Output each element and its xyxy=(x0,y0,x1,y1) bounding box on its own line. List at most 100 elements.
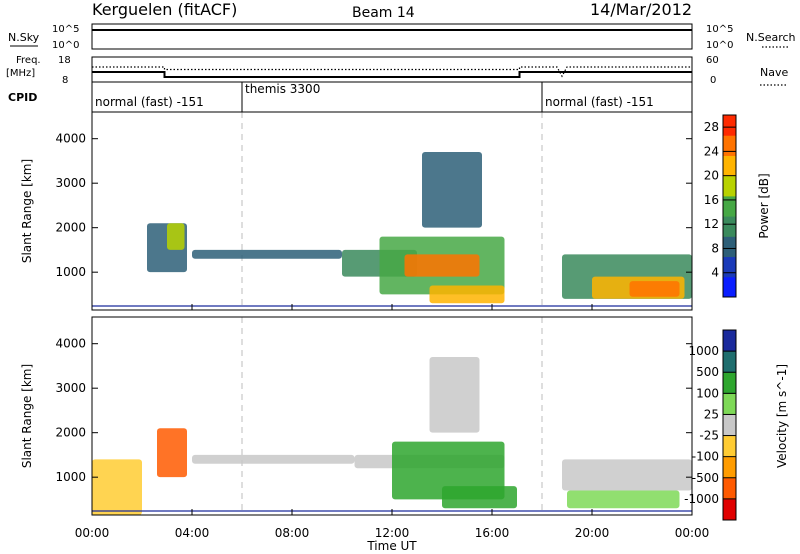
power-colorbar-tick-label: 12 xyxy=(704,217,719,231)
power-colorbar-tick-label: 16 xyxy=(704,193,719,207)
velocity-region-9 xyxy=(567,490,680,509)
nsky-tick-bottom: 10^0 xyxy=(52,40,79,51)
power-region-11 xyxy=(629,281,680,297)
velocity-colorbar-tick-label: 100 xyxy=(696,386,719,400)
velocity-colorbar-band xyxy=(723,435,736,458)
velocity-colorbar-band xyxy=(723,351,736,373)
power-colorbar-tick-label: 24 xyxy=(704,144,719,158)
power-ytick-label: 2000 xyxy=(55,221,86,235)
cpid-segment-1: normal (fast) -151 xyxy=(95,95,204,109)
power-colorbar-band xyxy=(723,236,736,258)
velocity-colorbar-tick-label: -100 xyxy=(692,450,719,464)
velocity-colorbar: -1000 -500 -100 -25 25 100 500 1000 xyxy=(684,329,737,521)
nsky-tick-top: 10^5 xyxy=(52,24,79,35)
nave-tick-top: 60 xyxy=(706,55,719,66)
power-colorbar-band xyxy=(723,256,736,278)
power-colorbar-band xyxy=(723,135,736,156)
velocity-y-axis: 1000 2000 3000 4000 xyxy=(55,337,692,484)
freq-tick-bottom: 8 xyxy=(62,75,68,86)
velocity-colorbar-tick-label: 500 xyxy=(696,365,719,379)
freq-label: Freq. xyxy=(16,55,41,66)
velocity-region-7 xyxy=(442,486,517,509)
velocity-region-8 xyxy=(562,459,692,491)
cpid-segment-2: themis 3300 xyxy=(245,82,320,96)
nave-line xyxy=(92,66,692,78)
xaxis-label: Time UT xyxy=(366,539,417,553)
power-colorbar-tick-label: 28 xyxy=(704,120,719,134)
power-cbar-label: Power [dB] xyxy=(757,173,771,238)
velocity-colorbar-tick-label: -500 xyxy=(692,471,719,485)
velocity-colorbar-tick-label: -1000 xyxy=(684,492,719,506)
xtick-label: 04:00 xyxy=(175,526,210,540)
xtick-label: 08:00 xyxy=(275,526,310,540)
velocity-colorbar-tick-label: 1000 xyxy=(688,344,719,358)
velocity-ylabel: Slant Range [km] xyxy=(20,364,34,468)
velocity-echo-regions xyxy=(92,317,692,515)
velocity-colorbar-frame xyxy=(722,329,737,521)
velocity-cbar-label: Velocity [m s^-1] xyxy=(775,364,789,468)
velocity-colorbar-band xyxy=(723,372,736,394)
power-region-2 xyxy=(167,223,185,250)
cpid-panel: CPID normal (fast) -151 themis 3300 norm… xyxy=(8,82,693,112)
date-title: 14/Mar/2012 xyxy=(590,0,692,19)
power-colorbar-band xyxy=(723,155,736,177)
velocity-colorbar-band xyxy=(723,456,736,479)
power-region-3 xyxy=(192,249,342,259)
nsky-panel: N.Sky 10^5 10^0 10^5 10^0 N.Search xyxy=(8,23,796,51)
velocity-colorbar-band xyxy=(723,393,736,415)
freq-tick-top: 18 xyxy=(58,55,71,66)
power-colorbar-band xyxy=(723,216,736,237)
velocity-region-6 xyxy=(429,357,480,433)
cpid-segment-3: normal (fast) -151 xyxy=(545,95,654,109)
beam-title: Beam 14 xyxy=(352,5,415,21)
power-y-axis: 1000 2000 3000 4000 xyxy=(55,132,692,279)
power-ytick-label: 1000 xyxy=(55,265,86,279)
power-region-7 xyxy=(422,152,482,228)
velocity-ytick-label: 2000 xyxy=(55,426,86,440)
velocity-colorbar-band xyxy=(723,330,736,352)
nsky-label: N.Sky xyxy=(8,31,40,44)
xtick-label: 00:00 xyxy=(675,526,710,540)
power-ylabel: Slant Range [km] xyxy=(20,159,34,263)
velocity-colorbar-band xyxy=(723,414,736,437)
power-colorbar-band xyxy=(723,175,736,197)
xtick-label: 00:00 xyxy=(75,526,110,540)
velocity-colorbar-tick-label: 25 xyxy=(704,407,719,421)
power-region-8 xyxy=(429,285,505,304)
xtick-label: 12:00 xyxy=(375,526,410,540)
velocity-colorbar-tick-label: -25 xyxy=(699,429,719,443)
velocity-ytick-label: 1000 xyxy=(55,470,86,484)
nave-label: Nave xyxy=(760,66,788,79)
power-ytick-label: 4000 xyxy=(55,132,86,146)
power-region-6 xyxy=(404,254,480,277)
nsearch-label: N.Search xyxy=(746,31,796,44)
power-colorbar-tick-label: 20 xyxy=(704,169,719,183)
xtick-label: 16:00 xyxy=(475,526,510,540)
power-colorbar-tick-label: 8 xyxy=(711,241,719,255)
velocity-colorbar-band xyxy=(723,498,736,521)
station-title: Kerguelen (fitACF) xyxy=(92,0,237,19)
power-colorbar-tick-label: 4 xyxy=(711,266,719,280)
power-colorbar-band xyxy=(723,276,736,298)
power-echo-regions xyxy=(92,112,692,310)
power-colorbar-band xyxy=(723,115,736,136)
nsearch-tick-top: 10^5 xyxy=(706,24,733,35)
mhz-label: [MHz] xyxy=(6,68,35,79)
power-colorbar-frame xyxy=(722,114,737,298)
freq-line xyxy=(92,71,692,78)
power-colorbar-band xyxy=(723,195,736,217)
velocity-region-1 xyxy=(92,459,142,515)
velocity-ytick-label: 3000 xyxy=(55,381,86,395)
xtick-label: 20:00 xyxy=(575,526,610,540)
velocity-region-3 xyxy=(192,454,355,464)
velocity-region-5 xyxy=(392,441,505,500)
nave-tick-bottom: 0 xyxy=(710,75,716,86)
velocity-colorbar-band xyxy=(723,477,736,500)
cpid-label: CPID xyxy=(8,91,37,104)
freq-panel: Freq. [MHz] 18 8 60 0 Nave xyxy=(6,55,788,86)
time-x-axis: 00:00 04:00 08:00 12:00 16:00 20:00 00:00 xyxy=(75,304,710,540)
velocity-region-2 xyxy=(157,428,187,478)
velocity-ytick-label: 4000 xyxy=(55,337,86,351)
